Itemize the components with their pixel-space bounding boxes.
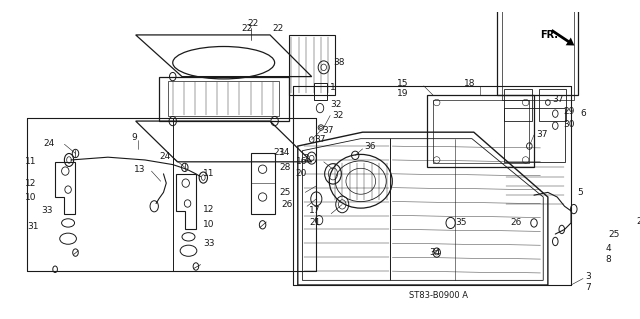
Text: 1: 1: [330, 83, 336, 92]
Text: 23: 23: [273, 148, 285, 157]
Text: 6: 6: [580, 109, 586, 118]
Bar: [504, 108, 566, 162]
Text: 14: 14: [279, 148, 291, 157]
Text: 24: 24: [159, 152, 171, 161]
Text: 10: 10: [25, 192, 36, 202]
Text: 7: 7: [585, 283, 591, 292]
Text: 26: 26: [282, 200, 293, 209]
Text: 30: 30: [564, 120, 575, 129]
Text: 18: 18: [464, 78, 476, 88]
Bar: [504, 89, 532, 121]
Bar: [539, 89, 566, 121]
Text: ST83-B0900 A: ST83-B0900 A: [409, 291, 468, 300]
Bar: [314, 83, 326, 100]
Bar: [502, 0, 574, 100]
Text: 17: 17: [310, 206, 321, 215]
Text: 33: 33: [41, 206, 52, 215]
Text: 35: 35: [455, 219, 467, 227]
Text: 21: 21: [310, 219, 321, 227]
Text: 11: 11: [25, 157, 36, 166]
Text: 27: 27: [636, 217, 640, 226]
Text: 11: 11: [204, 169, 215, 178]
Text: 28: 28: [279, 163, 291, 172]
Text: 9: 9: [131, 133, 137, 142]
Text: 26: 26: [511, 219, 522, 227]
Text: 25: 25: [608, 230, 620, 239]
Text: 32: 32: [330, 100, 342, 109]
Text: FR.: FR.: [540, 30, 559, 40]
Text: 13: 13: [134, 165, 145, 174]
Text: 22: 22: [248, 19, 259, 28]
Text: 33: 33: [204, 239, 215, 248]
FancyArrow shape: [551, 29, 575, 46]
Text: 25: 25: [279, 188, 291, 197]
Text: 12: 12: [204, 204, 214, 213]
Text: 12: 12: [25, 179, 36, 188]
Bar: [497, 0, 579, 95]
Text: 37: 37: [536, 130, 547, 138]
Text: 15: 15: [397, 78, 409, 88]
Text: 22: 22: [273, 24, 284, 33]
Text: 24: 24: [43, 139, 54, 148]
Text: 16: 16: [296, 157, 307, 166]
Text: 37: 37: [314, 135, 326, 144]
Text: 37: 37: [552, 95, 564, 104]
Text: 5: 5: [577, 188, 583, 197]
Text: 38: 38: [333, 58, 344, 67]
Text: 37: 37: [322, 126, 333, 135]
Text: 19: 19: [397, 89, 409, 98]
Text: 4: 4: [605, 244, 611, 253]
Text: 3: 3: [585, 272, 591, 281]
Text: 22: 22: [241, 24, 252, 33]
Text: 31: 31: [28, 222, 39, 231]
Text: 10: 10: [204, 220, 215, 229]
Text: 8: 8: [605, 256, 611, 264]
Text: 32: 32: [332, 111, 344, 120]
Text: 20: 20: [296, 169, 307, 178]
Text: 34: 34: [429, 248, 441, 257]
Text: 2: 2: [303, 154, 309, 163]
Text: 29: 29: [564, 107, 575, 116]
Text: 36: 36: [364, 142, 376, 151]
